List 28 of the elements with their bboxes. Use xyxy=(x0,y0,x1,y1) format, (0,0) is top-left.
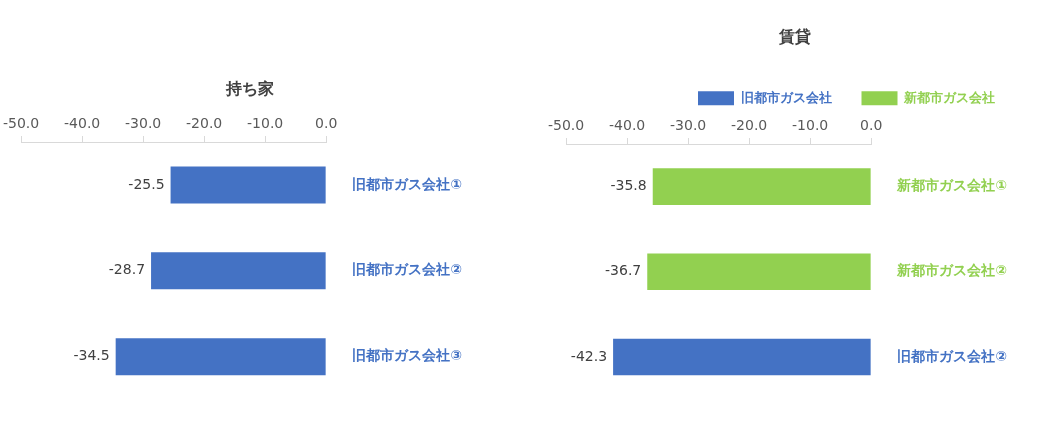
data-label: -25.5 xyxy=(128,175,165,192)
x-tick-label: -20.0 xyxy=(731,117,768,134)
y-tick-label: 旧都市ガス会社② xyxy=(897,347,1008,364)
x-tick-label: -30.0 xyxy=(670,117,707,134)
x-tick-label: -10.0 xyxy=(792,117,829,134)
y-tick-label: 旧都市ガス会社② xyxy=(352,261,463,278)
x-tick-label: -10.0 xyxy=(247,115,284,132)
y-tick-label: 旧都市ガス会社③ xyxy=(352,347,463,364)
data-label: -35.8 xyxy=(610,177,647,194)
chart-title: 持ち家 xyxy=(225,78,274,98)
x-tick-label: -30.0 xyxy=(125,115,162,132)
data-label: -28.7 xyxy=(108,261,146,278)
y-tick-label: 旧都市ガス会社① xyxy=(352,175,463,192)
y-tick-label: 新都市ガス会社② xyxy=(896,262,1008,279)
x-tick-label: 0.0 xyxy=(860,117,883,134)
data-label: -34.5 xyxy=(73,347,110,364)
data-label: -42.3 xyxy=(570,347,608,364)
x-tick-label: 0.0 xyxy=(315,115,338,132)
legend-label: 旧都市ガス会社 xyxy=(740,89,832,105)
x-tick-label: -50.0 xyxy=(547,117,585,134)
x-tick-label: -40.0 xyxy=(64,115,101,132)
y-tick-label: 新都市ガス会社① xyxy=(896,177,1008,194)
x-tick-label: -20.0 xyxy=(186,115,223,132)
legend-label: 新都市ガス会社 xyxy=(903,89,995,105)
chart-title: 賃貸 xyxy=(778,26,811,46)
x-tick-label: -40.0 xyxy=(609,117,646,134)
data-label: -36.7 xyxy=(605,262,642,279)
x-tick-label: -50.0 xyxy=(2,115,40,132)
